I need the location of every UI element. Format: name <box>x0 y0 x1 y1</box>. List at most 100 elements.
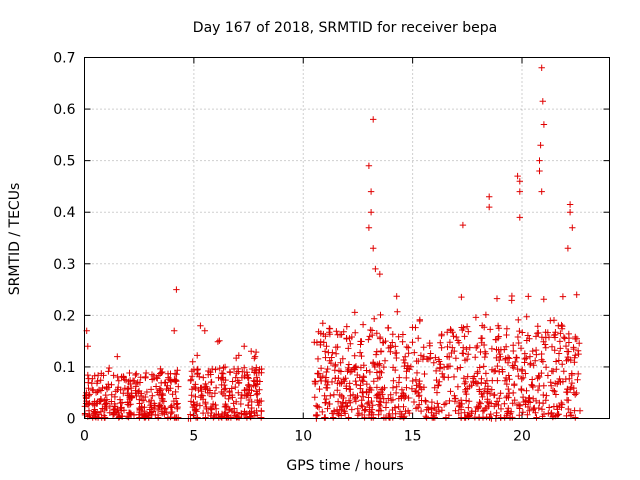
data-point <box>152 411 159 419</box>
data-point <box>369 411 377 418</box>
data-point <box>376 402 384 410</box>
data-point <box>459 221 467 229</box>
data-point <box>147 386 155 393</box>
data-point <box>522 398 530 405</box>
data-point <box>168 408 176 416</box>
data-point <box>247 414 254 421</box>
data-point <box>345 345 352 352</box>
data-point <box>569 224 576 231</box>
data-point <box>408 385 416 392</box>
data-point <box>516 188 523 195</box>
data-point <box>445 374 452 381</box>
data-point <box>516 412 523 419</box>
data-point <box>503 331 510 339</box>
data-point <box>409 377 416 385</box>
data-point <box>433 376 440 384</box>
data-point <box>375 407 383 415</box>
x-tick-label: 20 <box>513 429 531 445</box>
data-point <box>453 333 460 341</box>
data-point <box>522 370 529 377</box>
data-point <box>358 411 366 419</box>
data-point <box>159 397 166 405</box>
data-point <box>548 343 556 350</box>
data-point <box>494 322 502 329</box>
data-point <box>570 384 577 392</box>
data-point <box>549 387 557 394</box>
data-point <box>411 349 418 356</box>
data-point <box>552 358 560 365</box>
data-point <box>371 315 378 322</box>
data-point <box>497 390 504 397</box>
data-point <box>557 345 564 352</box>
data-point <box>329 349 336 356</box>
data-point <box>154 375 161 382</box>
data-point <box>252 348 260 356</box>
data-point <box>101 397 108 404</box>
data-point <box>477 335 485 342</box>
data-point <box>565 330 572 338</box>
data-point <box>138 412 146 419</box>
data-point <box>565 339 573 346</box>
data-point <box>460 344 467 351</box>
data-point <box>511 380 518 388</box>
data-point <box>248 408 255 415</box>
data-point <box>526 353 534 360</box>
data-point <box>528 381 535 388</box>
data-point <box>204 389 212 397</box>
data-point <box>523 354 530 362</box>
data-point <box>478 379 485 386</box>
data-point <box>475 414 483 421</box>
data-point <box>478 390 485 398</box>
data-point <box>101 414 109 421</box>
data-point <box>533 351 540 358</box>
data-point <box>460 375 468 382</box>
data-point <box>476 364 483 371</box>
x-axis-label: GPS time / hours <box>286 458 403 474</box>
data-point <box>547 410 555 418</box>
data-point <box>235 389 242 396</box>
y-tick-label: 0.4 <box>53 205 75 221</box>
data-point <box>404 365 411 372</box>
data-point <box>454 383 462 390</box>
data-point <box>405 350 412 357</box>
data-point <box>95 411 103 418</box>
data-point <box>532 357 539 364</box>
data-point <box>317 341 324 349</box>
data-point <box>255 402 262 409</box>
data-point <box>452 355 460 362</box>
data-point <box>442 400 450 407</box>
data-point <box>376 362 383 369</box>
data-point <box>447 326 454 333</box>
data-point <box>400 403 407 410</box>
data-point <box>486 390 494 397</box>
data-point <box>562 342 570 350</box>
data-point <box>314 355 322 363</box>
data-point <box>317 365 325 372</box>
data-point <box>348 406 355 413</box>
data-point <box>526 399 534 406</box>
data-point <box>242 411 249 418</box>
data-point <box>465 328 472 335</box>
data-point <box>334 331 341 338</box>
data-point <box>237 400 244 408</box>
data-point <box>474 368 481 375</box>
data-point <box>345 361 353 368</box>
data-point <box>540 410 548 418</box>
data-point <box>155 391 163 398</box>
data-point <box>244 391 251 399</box>
data-point <box>116 396 124 403</box>
data-point <box>572 414 579 421</box>
data-point <box>229 378 236 385</box>
data-point <box>247 392 254 399</box>
data-point <box>370 359 377 366</box>
data-point <box>457 364 464 371</box>
data-point <box>535 404 542 412</box>
data-point <box>493 409 500 417</box>
data-point <box>497 414 504 421</box>
data-point <box>556 375 563 383</box>
data-point <box>342 375 349 382</box>
data-point <box>171 327 178 334</box>
data-point <box>538 369 545 377</box>
data-point <box>533 414 540 421</box>
data-point <box>494 362 501 370</box>
